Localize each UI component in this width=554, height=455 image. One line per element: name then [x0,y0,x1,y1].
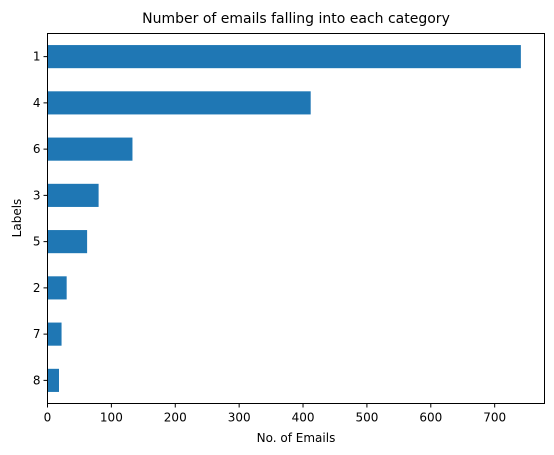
x-axis-ticks: 0 100 200 300 400 500 600 700 [44,403,506,425]
x-tick-label: 200 [164,411,187,425]
x-tick-label: 600 [419,411,442,425]
bar-2 [47,276,67,300]
y-tick-label: 5 [33,235,41,249]
bar-5 [47,230,88,254]
bars-group [47,45,521,392]
x-tick-label: 700 [483,411,506,425]
bar-7 [47,322,62,346]
x-tick-label: 0 [44,411,52,425]
bar-6 [47,137,133,161]
y-tick-label: 8 [33,373,41,387]
x-axis-label: No. of Emails [257,431,336,445]
x-tick-label: 100 [100,411,123,425]
y-tick-label: 6 [33,142,41,156]
y-tick-label: 7 [33,327,41,341]
bar-4 [47,91,311,115]
y-tick-label: 3 [33,188,41,202]
y-tick-label: 4 [33,96,41,110]
y-tick-label: 1 [33,50,41,64]
y-axis-label: Labels [10,199,24,238]
bar-3 [47,183,99,207]
x-tick-label: 500 [355,411,378,425]
y-tick-label: 2 [33,281,41,295]
bar-1 [47,45,521,69]
y-axis-ticks: 1 4 6 3 5 2 7 8 [33,50,48,387]
bar-8 [47,368,59,392]
x-tick-label: 400 [292,411,315,425]
plot-frame [47,33,545,404]
chart-title: Number of emails falling into each categ… [142,11,450,27]
x-tick-label: 300 [228,411,251,425]
